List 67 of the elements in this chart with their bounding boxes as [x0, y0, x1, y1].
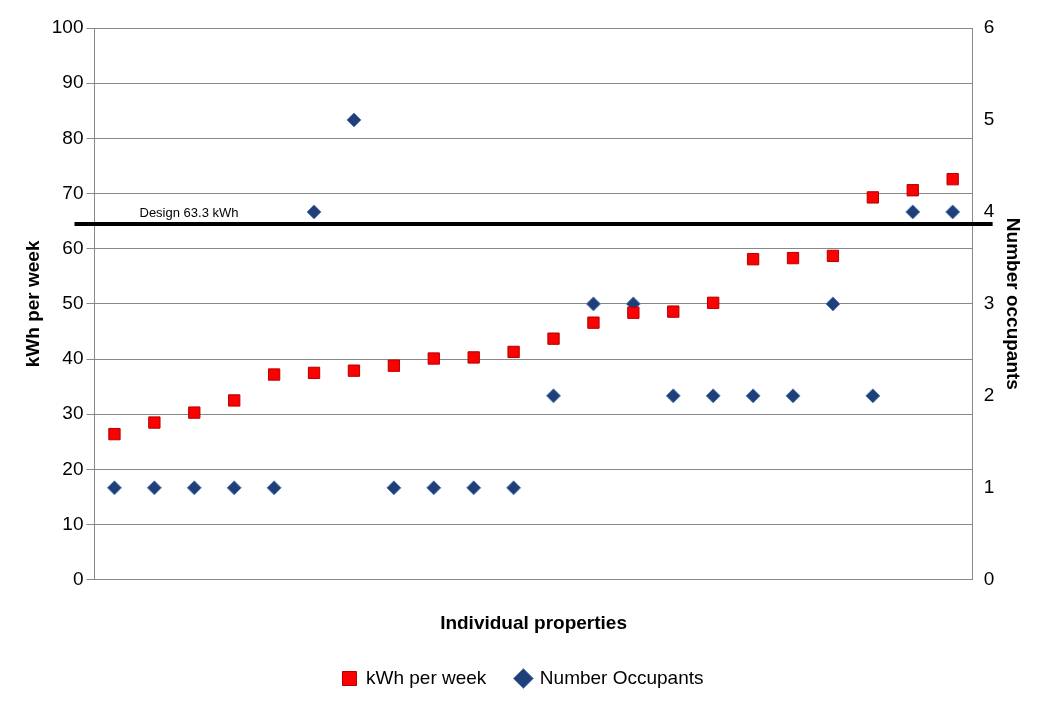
point	[266, 480, 282, 496]
point	[146, 480, 162, 496]
point	[467, 351, 480, 364]
point	[267, 368, 281, 381]
point	[306, 204, 322, 220]
point	[905, 204, 921, 220]
point	[427, 352, 440, 365]
y-tick-label: 10	[62, 512, 84, 534]
y2-tick-label: 0	[983, 568, 995, 590]
point	[865, 388, 881, 404]
point	[466, 480, 482, 496]
y-tick-label: 30	[62, 402, 84, 424]
y-tick-label: 80	[62, 126, 84, 148]
point	[307, 366, 321, 380]
point	[707, 296, 720, 309]
point	[387, 359, 401, 372]
point	[667, 305, 680, 318]
point	[507, 345, 520, 359]
y2-tick-label: 1	[983, 476, 995, 498]
point	[546, 388, 562, 404]
point	[745, 388, 761, 404]
legend-label: Number Occupants	[539, 666, 704, 688]
y2-tick-label: 3	[983, 292, 995, 314]
y2-tick-label: 4	[983, 200, 995, 222]
y2-tick-label: 5	[983, 108, 995, 130]
y-tick-label: 60	[62, 236, 84, 258]
point	[386, 480, 402, 496]
point	[148, 416, 161, 429]
point	[186, 480, 202, 496]
point	[587, 316, 600, 329]
point	[188, 406, 201, 419]
y2-axis-title: Number occupants	[1003, 217, 1025, 390]
point	[226, 480, 242, 496]
point	[866, 191, 879, 204]
point	[746, 253, 760, 266]
point	[945, 204, 961, 220]
point	[906, 184, 919, 197]
point	[106, 480, 122, 496]
y2-tick-label: 6	[983, 16, 995, 38]
point	[346, 112, 362, 128]
point	[785, 388, 801, 404]
y-tick-label: 50	[62, 292, 84, 314]
point	[347, 364, 361, 377]
y-tick-label: 90	[62, 71, 84, 93]
point	[786, 251, 800, 265]
x-axis-title: Individual properties	[440, 611, 627, 633]
point	[825, 296, 841, 312]
point	[705, 388, 721, 404]
y-tick-label: 100	[51, 16, 84, 38]
y2-tick-label: 2	[983, 384, 995, 406]
point	[506, 480, 522, 496]
point	[826, 249, 840, 263]
y-tick-label: 0	[72, 568, 84, 590]
point	[627, 306, 640, 319]
y-tick-label: 40	[62, 347, 84, 369]
ref-line-label: Design 63.3 kWh	[139, 205, 239, 221]
y-tick-label: 70	[62, 181, 84, 203]
point	[108, 427, 121, 441]
y-tick-label: 20	[62, 457, 84, 479]
legend-label: kWh per week	[365, 666, 487, 688]
y-axis-title: kWh per week	[21, 240, 43, 368]
point	[946, 173, 959, 186]
point	[665, 388, 681, 404]
point	[426, 480, 442, 496]
point	[228, 394, 241, 407]
point	[585, 296, 601, 312]
point	[547, 332, 560, 345]
